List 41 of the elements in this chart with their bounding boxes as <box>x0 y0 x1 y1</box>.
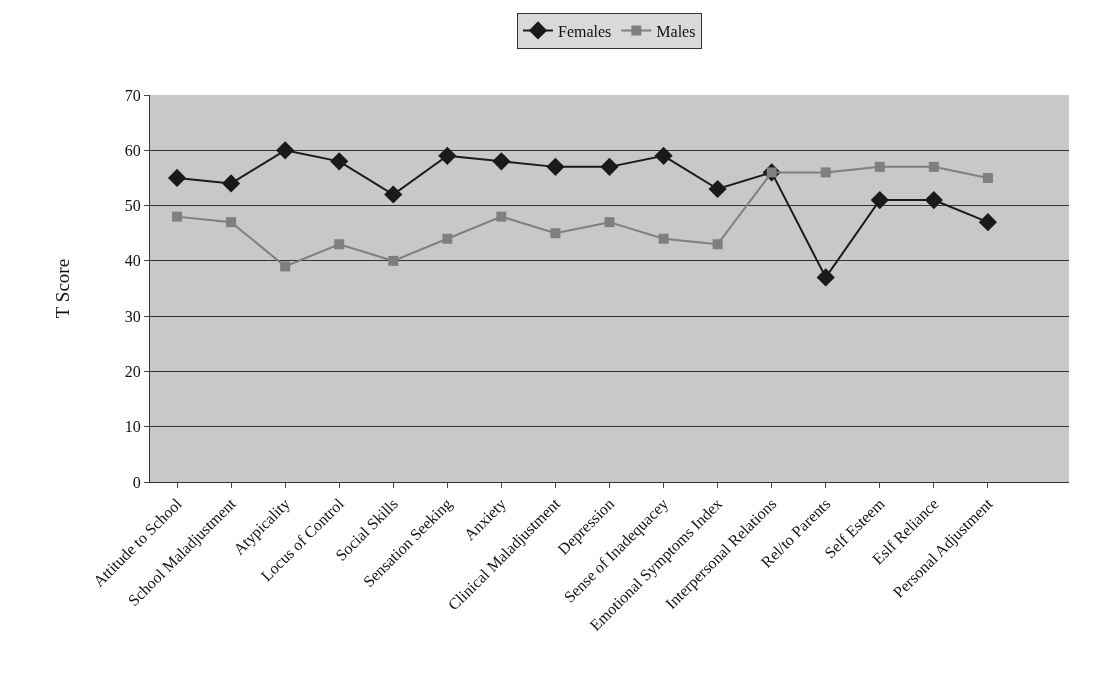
legend-label: Females <box>558 22 612 40</box>
point <box>870 190 889 210</box>
point <box>708 179 727 199</box>
point <box>550 228 561 239</box>
point <box>442 233 453 244</box>
point <box>658 233 669 244</box>
point <box>384 185 403 204</box>
point <box>226 217 237 228</box>
point <box>982 172 993 183</box>
point <box>276 141 295 160</box>
point <box>492 152 511 171</box>
y-tick-label: 0 <box>132 473 141 491</box>
point <box>600 157 619 176</box>
point <box>816 268 835 287</box>
y-tick-label: 50 <box>124 197 141 215</box>
point <box>496 211 507 222</box>
legend-label: Males <box>656 22 696 40</box>
y-tick-label: 60 <box>124 141 141 159</box>
point <box>546 157 565 176</box>
point <box>874 161 885 172</box>
point <box>330 152 349 171</box>
point <box>712 239 723 250</box>
point <box>604 217 615 228</box>
point <box>280 261 291 272</box>
point <box>978 213 998 232</box>
point <box>167 168 187 188</box>
y-tick-label: 10 <box>124 418 141 436</box>
y-tick-label: 30 <box>124 307 141 325</box>
point <box>928 161 939 172</box>
point <box>388 255 399 266</box>
point <box>924 190 943 210</box>
y-tick-label: 40 <box>124 252 141 270</box>
point <box>221 174 241 193</box>
point <box>438 146 457 165</box>
y-tick-label: 20 <box>124 363 141 381</box>
point <box>172 211 183 222</box>
y-tick-label: 70 <box>124 86 141 104</box>
point <box>820 167 831 178</box>
y-axis-title: T Score <box>51 258 73 319</box>
point <box>334 239 345 250</box>
point <box>654 146 673 165</box>
